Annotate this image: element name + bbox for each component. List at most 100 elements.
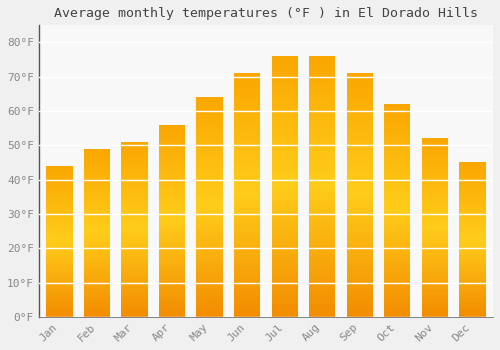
Bar (159, 219, 185, 221)
Bar (460, 167, 485, 169)
Bar (422, 194, 448, 196)
Bar (234, 176, 260, 178)
Bar (460, 170, 485, 172)
Bar (122, 219, 148, 220)
Bar (460, 162, 485, 164)
Bar (159, 267, 185, 269)
Bar (122, 241, 148, 243)
Bar (122, 282, 148, 284)
Bar (346, 210, 373, 212)
Bar (346, 183, 373, 185)
Bar (234, 246, 260, 248)
Bar (384, 145, 410, 147)
Bar (272, 75, 298, 77)
Bar (196, 220, 223, 222)
Bar (234, 185, 260, 188)
Bar (122, 278, 148, 280)
Bar (384, 276, 410, 279)
Bar (460, 238, 485, 240)
Bar (122, 193, 148, 194)
Bar (460, 243, 485, 244)
Bar (84, 199, 110, 201)
Bar (422, 231, 448, 233)
Bar (122, 238, 148, 240)
Bar (272, 166, 298, 168)
Bar (272, 158, 298, 160)
Bar (122, 264, 148, 266)
Bar (309, 178, 336, 181)
Bar (422, 233, 448, 235)
Bar (272, 278, 298, 280)
Bar (234, 90, 260, 93)
Bar (346, 149, 373, 151)
Bar (422, 176, 448, 178)
Bar (309, 275, 336, 278)
Bar (196, 275, 223, 277)
Bar (384, 257, 410, 259)
Bar (422, 201, 448, 203)
Bar (346, 168, 373, 171)
Bar (272, 124, 298, 126)
Bar (234, 159, 260, 161)
Bar (122, 266, 148, 268)
Bar (46, 259, 72, 261)
Bar (196, 280, 223, 282)
Bar (234, 122, 260, 125)
Bar (384, 285, 410, 287)
Bar (422, 180, 448, 181)
Bar (384, 134, 410, 136)
Bar (122, 149, 148, 150)
Bar (46, 250, 72, 252)
Bar (159, 252, 185, 253)
Bar (46, 213, 72, 214)
Bar (272, 106, 298, 108)
Bar (346, 244, 373, 246)
Bar (309, 147, 336, 150)
Bar (346, 241, 373, 244)
Bar (309, 259, 336, 262)
Bar (122, 187, 148, 189)
Bar (460, 281, 485, 283)
Bar (84, 197, 110, 199)
Bar (159, 284, 185, 286)
Bar (422, 215, 448, 217)
Bar (384, 243, 410, 245)
Bar (234, 136, 260, 139)
Bar (309, 176, 336, 178)
Bar (422, 260, 448, 261)
Bar (309, 155, 336, 158)
Bar (196, 308, 223, 310)
Bar (309, 168, 336, 171)
Bar (159, 178, 185, 181)
Bar (122, 292, 148, 294)
Bar (422, 240, 448, 242)
Bar (422, 271, 448, 272)
Bar (122, 168, 148, 170)
Bar (346, 304, 373, 307)
Bar (346, 219, 373, 222)
Bar (234, 149, 260, 151)
Bar (384, 189, 410, 191)
Bar (272, 296, 298, 299)
Bar (272, 88, 298, 90)
Bar (159, 132, 185, 134)
Bar (422, 265, 448, 267)
Bar (422, 162, 448, 163)
Bar (234, 285, 260, 288)
Bar (460, 278, 485, 280)
Bar (460, 233, 485, 235)
Bar (196, 163, 223, 165)
Bar (460, 198, 485, 200)
Bar (422, 172, 448, 174)
Bar (234, 197, 260, 200)
Bar (384, 111, 410, 113)
Bar (159, 305, 185, 307)
Bar (384, 208, 410, 210)
Bar (346, 239, 373, 241)
Bar (196, 203, 223, 205)
Bar (309, 236, 336, 239)
Bar (46, 312, 72, 314)
Bar (346, 95, 373, 98)
Bar (422, 170, 448, 172)
Bar (159, 259, 185, 261)
